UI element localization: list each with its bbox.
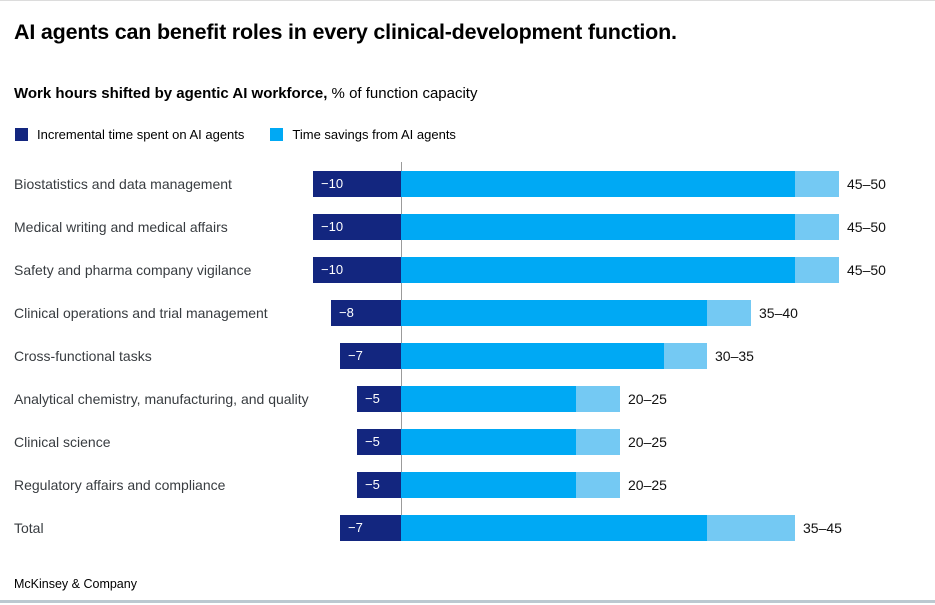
- time-savings-bar: [401, 256, 795, 283]
- category-label: Biostatistics and data management: [14, 175, 232, 192]
- category-label: Clinical science: [14, 433, 111, 450]
- time-savings-bar: [401, 385, 576, 412]
- category-label: Analytical chemistry, manufacturing, and…: [14, 390, 309, 407]
- legend-item-incremental: Incremental time spent on AI agents: [15, 127, 244, 142]
- legend-swatch-navy: [15, 128, 28, 141]
- bar-strip: −10 45–50: [313, 256, 935, 283]
- incremental-time-bar: −5: [357, 385, 401, 412]
- time-savings-bar: [401, 299, 707, 326]
- bar-chart: Biostatistics and data management −10 45–5…: [0, 162, 935, 549]
- time-savings-bar: [401, 342, 664, 369]
- legend-item-savings: Time savings from AI agents: [270, 127, 456, 142]
- chart-subtitle-rest: % of function capacity: [327, 85, 478, 102]
- time-savings-bar: [401, 428, 576, 455]
- bottom-border: [0, 600, 935, 603]
- negative-value-label: −10: [321, 175, 344, 191]
- category-label: Cross-functional tasks: [14, 347, 152, 364]
- chart-row: Cross-functional tasks −7 30–35: [0, 334, 935, 377]
- bar-strip: −7 30–35: [340, 342, 935, 369]
- chart-row: Regulatory affairs and compliance −5 20–25: [0, 463, 935, 506]
- chart-row: Analytical chemistry, manufacturing, and…: [0, 377, 935, 420]
- time-savings-bar: [401, 471, 576, 498]
- legend-label: Time savings from AI agents: [292, 127, 456, 142]
- time-savings-range-bar: [795, 170, 839, 197]
- time-savings-range-bar: [576, 471, 620, 498]
- time-savings-range-bar: [707, 514, 795, 541]
- chart-row: Safety and pharma company vigilance −10 45…: [0, 248, 935, 291]
- negative-value-label: −8: [339, 304, 354, 320]
- bar-strip: −10 45–50: [313, 170, 935, 197]
- time-savings-bar: [401, 514, 707, 541]
- negative-value-label: −10: [321, 261, 344, 277]
- incremental-time-bar: −10: [313, 170, 401, 197]
- chart-legend: Incremental time spent on AI agents Time…: [15, 127, 456, 142]
- chart-subtitle-bold: Work hours shifted by agentic AI workfor…: [14, 85, 328, 102]
- chart-row: Clinical science −5 20–25: [0, 420, 935, 463]
- negative-value-label: −5: [365, 390, 380, 406]
- bar-strip: −5 20–25: [340, 428, 935, 455]
- range-value-label: 45–50: [847, 218, 886, 235]
- category-label: Medical writing and medical affairs: [14, 218, 228, 235]
- bar-strip: −8 35–40: [331, 299, 935, 326]
- time-savings-range-bar: [664, 342, 707, 369]
- range-value-label: 35–45: [803, 519, 842, 536]
- range-value-label: 35–40: [759, 304, 798, 321]
- range-value-label: 45–50: [847, 175, 886, 192]
- chart-rows: Biostatistics and data management −10 45–5…: [0, 162, 935, 549]
- range-value-label: 20–25: [628, 390, 667, 407]
- negative-value-label: −10: [321, 218, 344, 234]
- category-label: Clinical operations and trial management: [14, 304, 268, 321]
- legend-label: Incremental time spent on AI agents: [37, 127, 245, 142]
- negative-value-label: −5: [365, 476, 380, 492]
- incremental-time-bar: −7: [340, 514, 401, 541]
- time-savings-range-bar: [707, 299, 751, 326]
- bar-strip: −10 45–50: [313, 213, 935, 240]
- bar-strip: −5 20–25: [340, 471, 935, 498]
- range-value-label: 30–35: [715, 347, 754, 364]
- incremental-time-bar: −7: [340, 342, 401, 369]
- time-savings-range-bar: [576, 385, 620, 412]
- time-savings-range-bar: [795, 213, 839, 240]
- incremental-time-bar: −5: [357, 471, 401, 498]
- range-value-label: 20–25: [628, 476, 667, 493]
- time-savings-bar: [401, 170, 795, 197]
- category-label: Total: [14, 519, 44, 536]
- category-label: Regulatory affairs and compliance: [14, 476, 226, 493]
- category-label: Safety and pharma company vigilance: [14, 261, 252, 278]
- incremental-time-bar: −8: [331, 299, 401, 326]
- chart-subtitle: Work hours shifted by agentic AI workfor…: [14, 85, 477, 102]
- incremental-time-bar: −10: [313, 256, 401, 283]
- bar-strip: −5 20–25: [340, 385, 935, 412]
- range-value-label: 45–50: [847, 261, 886, 278]
- time-savings-range-bar: [576, 428, 620, 455]
- negative-value-label: −5: [365, 433, 380, 449]
- range-value-label: 20–25: [628, 433, 667, 450]
- chart-row: Clinical operations and trial management…: [0, 291, 935, 334]
- chart-row: Biostatistics and data management −10 45–5…: [0, 162, 935, 205]
- incremental-time-bar: −5: [357, 428, 401, 455]
- incremental-time-bar: −10: [313, 213, 401, 240]
- chart-row: Total −7 35–45: [0, 506, 935, 549]
- negative-value-label: −7: [348, 519, 363, 535]
- negative-value-label: −7: [348, 347, 363, 363]
- page-title: AI agents can benefit roles in every cli…: [14, 20, 677, 44]
- mckinsey-footer: McKinsey & Company: [14, 577, 137, 591]
- time-savings-bar: [401, 213, 795, 240]
- chart-row: Medical writing and medical affairs −10 45…: [0, 205, 935, 248]
- bar-strip: −7 35–45: [340, 514, 935, 541]
- legend-swatch-cyan: [270, 128, 284, 141]
- time-savings-range-bar: [795, 256, 839, 283]
